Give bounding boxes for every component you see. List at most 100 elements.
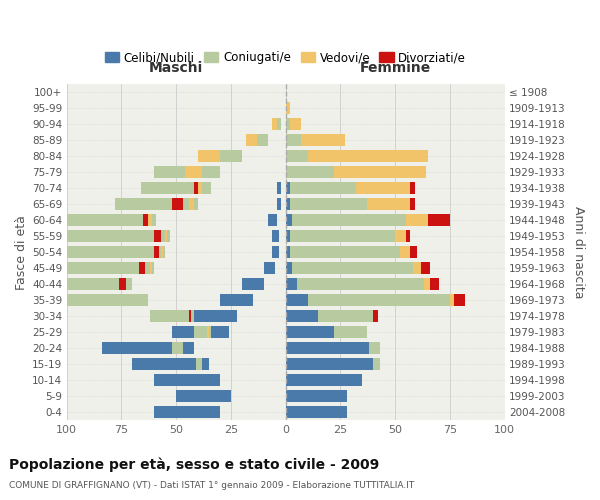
Bar xyxy=(272,246,279,258)
Bar xyxy=(286,294,308,306)
Bar xyxy=(290,118,301,130)
Bar xyxy=(196,358,202,370)
Bar xyxy=(277,118,281,130)
Text: Femmine: Femmine xyxy=(359,60,431,74)
Bar xyxy=(290,246,400,258)
Bar xyxy=(286,150,308,162)
Bar xyxy=(194,182,202,194)
Bar xyxy=(292,214,406,226)
Bar xyxy=(36,214,157,226)
Bar xyxy=(296,278,424,290)
Bar xyxy=(189,198,194,210)
Bar xyxy=(286,102,290,115)
Bar xyxy=(286,166,334,178)
Bar xyxy=(172,342,182,354)
Bar xyxy=(290,198,367,210)
Bar xyxy=(286,230,290,242)
Bar xyxy=(395,230,406,242)
Bar xyxy=(286,278,296,290)
Bar xyxy=(148,214,152,226)
Bar xyxy=(373,358,380,370)
Bar xyxy=(424,278,430,290)
Bar xyxy=(34,262,154,274)
Bar xyxy=(176,390,231,402)
Bar xyxy=(141,182,211,194)
Text: Maschi: Maschi xyxy=(149,60,203,74)
Bar xyxy=(51,246,165,258)
Bar xyxy=(194,326,211,338)
Bar xyxy=(198,150,242,162)
Bar xyxy=(150,310,194,322)
Bar xyxy=(421,262,430,274)
Bar xyxy=(242,278,264,290)
Bar xyxy=(154,230,161,242)
Bar xyxy=(1,278,132,290)
Bar xyxy=(413,262,421,274)
Bar xyxy=(286,310,319,322)
Bar xyxy=(286,326,334,338)
Bar xyxy=(286,214,292,226)
Legend: Celibi/Nubili, Coniugati/e, Vedovi/e, Divorziati/e: Celibi/Nubili, Coniugati/e, Vedovi/e, Di… xyxy=(100,46,471,69)
Bar xyxy=(277,198,281,210)
Bar xyxy=(154,166,220,178)
Bar xyxy=(301,134,345,146)
Bar xyxy=(277,182,281,194)
Bar xyxy=(286,198,290,210)
Bar xyxy=(290,182,356,194)
Bar xyxy=(172,198,182,210)
Bar xyxy=(406,214,428,226)
Bar xyxy=(334,326,367,338)
Bar xyxy=(286,390,347,402)
Bar xyxy=(308,150,428,162)
Bar xyxy=(189,310,191,322)
Bar xyxy=(60,230,170,242)
Bar xyxy=(143,214,148,226)
Bar xyxy=(290,230,395,242)
Text: Popolazione per età, sesso e stato civile - 2009: Popolazione per età, sesso e stato civil… xyxy=(9,458,379,472)
Bar xyxy=(43,294,148,306)
Bar xyxy=(246,134,257,146)
Bar xyxy=(139,262,145,274)
Bar xyxy=(150,262,152,274)
Bar xyxy=(334,166,426,178)
Bar xyxy=(286,406,347,418)
Bar xyxy=(286,134,301,146)
Bar xyxy=(286,358,373,370)
Bar xyxy=(172,326,229,338)
Y-axis label: Fasce di età: Fasce di età xyxy=(15,214,28,290)
Bar xyxy=(272,118,277,130)
Bar xyxy=(194,182,198,194)
Bar xyxy=(154,246,158,258)
Bar xyxy=(165,230,167,242)
Bar xyxy=(406,230,410,242)
Y-axis label: Anni di nascita: Anni di nascita xyxy=(572,206,585,298)
Bar xyxy=(428,214,450,226)
Bar xyxy=(198,150,220,162)
Bar xyxy=(410,182,415,194)
Bar xyxy=(132,358,209,370)
Bar xyxy=(286,262,292,274)
Bar xyxy=(369,342,380,354)
Bar xyxy=(115,198,198,210)
Bar xyxy=(207,326,209,338)
Bar xyxy=(189,310,238,322)
Bar xyxy=(286,118,290,130)
Bar xyxy=(450,294,454,306)
Bar xyxy=(292,262,413,274)
Bar xyxy=(356,182,410,194)
Bar xyxy=(154,374,220,386)
Bar xyxy=(410,246,417,258)
Bar xyxy=(373,310,377,322)
Bar xyxy=(119,278,126,290)
Bar xyxy=(286,182,290,194)
Bar xyxy=(430,278,439,290)
Bar xyxy=(308,294,450,306)
Bar xyxy=(264,262,275,274)
Bar xyxy=(286,342,369,354)
Text: COMUNE DI GRAFFIGNANO (VT) - Dati ISTAT 1° gennaio 2009 - Elaborazione TUTTITALI: COMUNE DI GRAFFIGNANO (VT) - Dati ISTAT … xyxy=(9,481,414,490)
Bar xyxy=(154,406,220,418)
Bar xyxy=(454,294,465,306)
Bar xyxy=(101,342,194,354)
Bar xyxy=(319,310,373,322)
Bar xyxy=(286,374,362,386)
